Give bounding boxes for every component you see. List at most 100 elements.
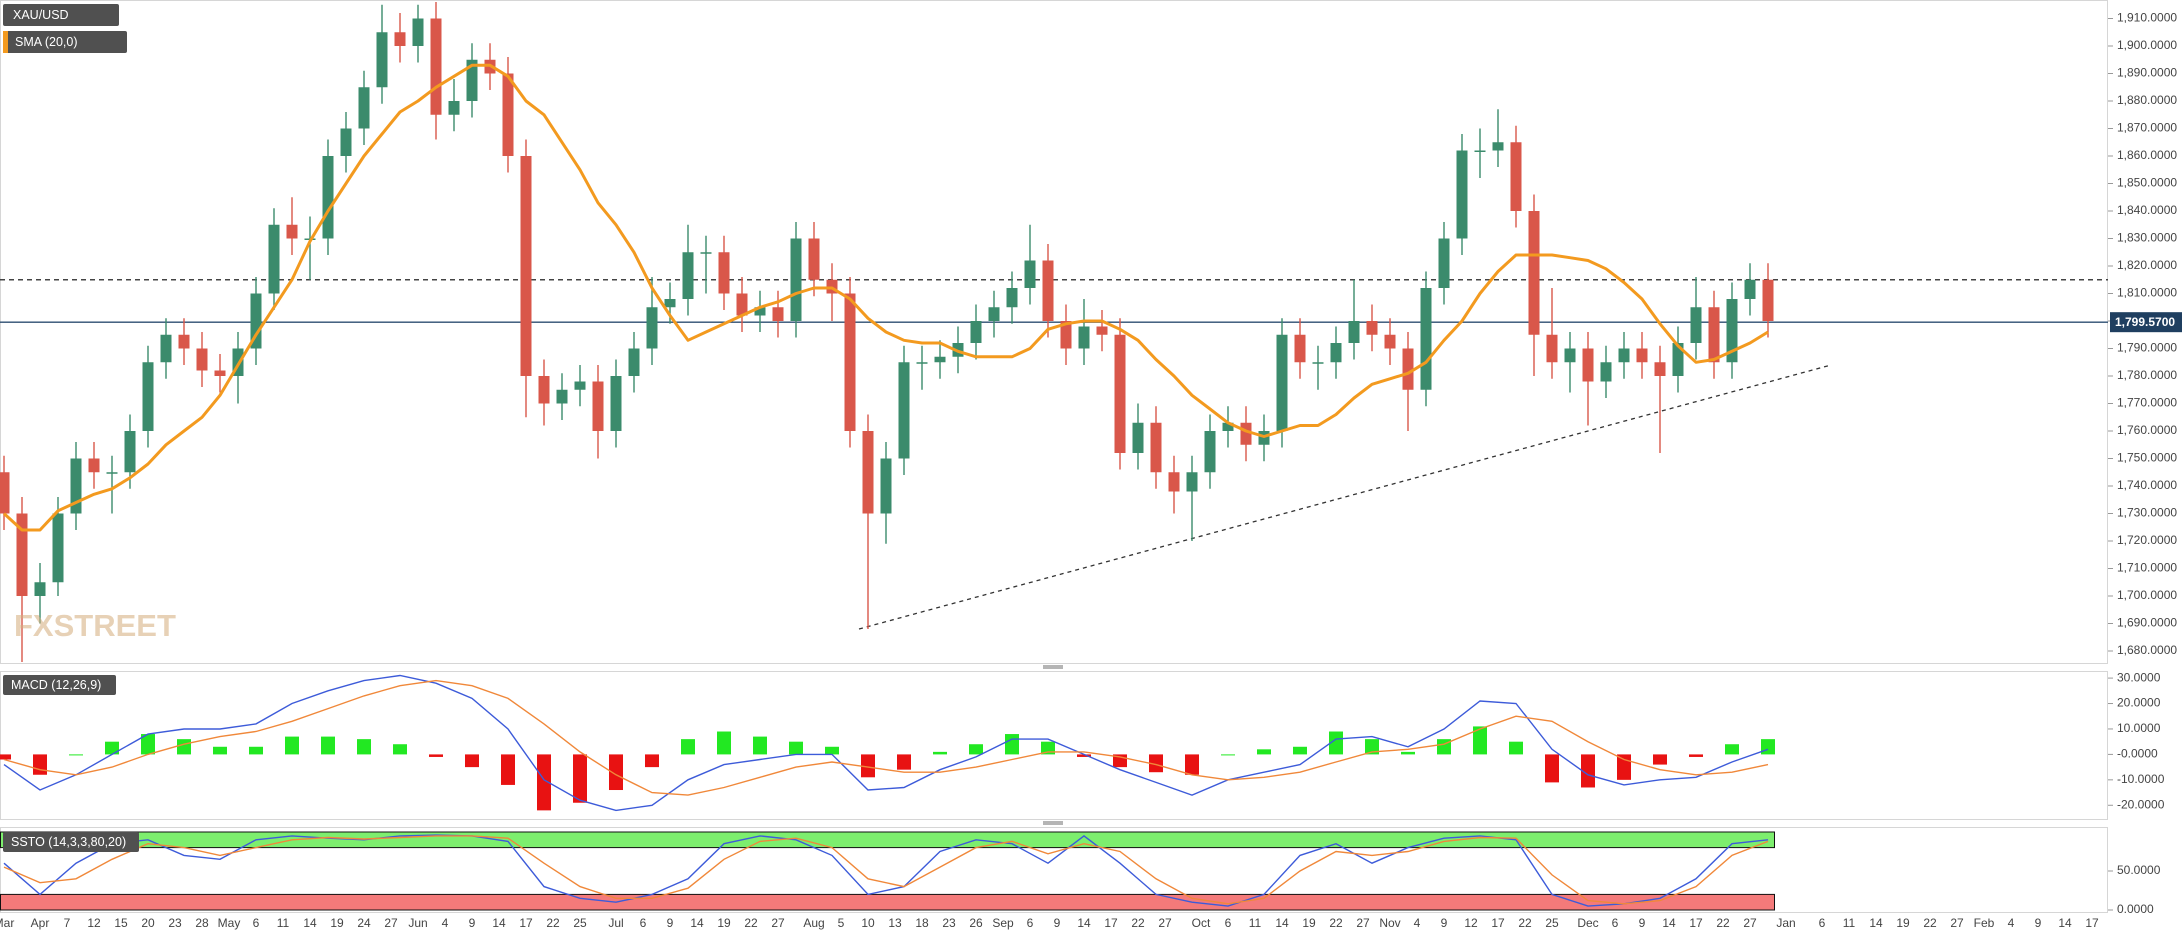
candle-body (430, 18, 442, 115)
panel-resize-handle[interactable] (1043, 665, 1063, 669)
y-tick-label: 50.0000 (2117, 863, 2161, 877)
x-tick-label: 18 (915, 916, 929, 930)
candle-body (214, 370, 226, 376)
candle-body (106, 472, 118, 474)
last-price-label: 1,799.5700 (2115, 315, 2175, 329)
indicator-label: MACD (12,26,9) (11, 678, 101, 692)
candle-body (808, 238, 820, 280)
candle-body (466, 59, 478, 101)
legend-box[interactable] (3, 4, 119, 26)
plot (0, 2, 2108, 911)
histogram-bar (1149, 754, 1163, 773)
candle-body (1222, 422, 1234, 431)
histogram-bar (1005, 734, 1019, 755)
candle-body (1024, 260, 1036, 288)
candle-body (1510, 142, 1522, 211)
y-tick-label: 1,790.0000 (2117, 341, 2177, 355)
histogram-bar (1473, 726, 1487, 755)
x-tick-label: 22 (1716, 916, 1730, 930)
x-tick-label: 17 (1689, 916, 1703, 930)
y-tick-label: 1,810.0000 (2117, 286, 2177, 300)
x-tick-label: 11 (1843, 916, 1856, 930)
x-tick-label: 14 (2058, 916, 2072, 930)
indicator-label-box[interactable] (3, 832, 139, 852)
stochastic-line (3, 835, 1769, 905)
histogram-bar (1365, 739, 1379, 755)
x-tick-label: 23 (168, 916, 182, 930)
y-tick-label: -10.0000 (2117, 772, 2165, 786)
candle-body (1438, 238, 1450, 288)
candle-body (1240, 422, 1252, 445)
x-tick-label: 25 (1545, 916, 1559, 930)
candle-body (34, 582, 46, 596)
x-tick-label: 17 (1491, 916, 1505, 930)
histogram-bar (789, 741, 803, 755)
x-tick-label: 19 (330, 916, 344, 930)
histogram-bar (1581, 754, 1595, 788)
legend: XAU/USD SMA (20,0) MACD (12,26,9) (3, 4, 127, 695)
stochastic-legend: SSTO (14,3,3,80,20) (3, 832, 139, 852)
x-tick-label: Mar (0, 916, 14, 930)
histogram-bar (1545, 754, 1559, 783)
x-tick-label: Feb (1974, 916, 1995, 930)
histogram-bar (609, 754, 623, 791)
y-tick-label: 1,700.0000 (2117, 588, 2177, 602)
x-tick-label: 22 (1329, 916, 1343, 930)
candle-body (970, 321, 982, 343)
candle-body (1528, 211, 1540, 335)
x-tick-label: 15 (114, 916, 128, 930)
candle-body (160, 334, 172, 363)
candle-body (1312, 362, 1324, 364)
x-tick-label: Jan (1776, 916, 1795, 930)
x-tick-label: 14 (492, 916, 506, 930)
y-tick-label: 1,830.0000 (2117, 231, 2177, 245)
candle-body (1366, 321, 1378, 335)
x-tick-label: Aug (803, 916, 824, 930)
histogram-bar (393, 744, 407, 755)
x-tick-label: 6 (1225, 916, 1232, 930)
x-tick-label: 27 (384, 916, 398, 930)
histogram-bar (969, 744, 983, 755)
histogram-bar (465, 754, 479, 768)
candle-body (1330, 343, 1342, 363)
x-tick-label: 9 (2035, 916, 2042, 930)
y-tick-label: 1,770.0000 (2117, 396, 2177, 410)
x-tick-label: 9 (469, 916, 476, 930)
candle-body (1546, 334, 1558, 363)
x-tick-label: 19 (1302, 916, 1316, 930)
candle-body (628, 348, 640, 376)
candle-body (1690, 307, 1702, 343)
candle-body (1744, 279, 1756, 299)
x-tick-label: 14 (1077, 916, 1091, 930)
candle-body (1402, 348, 1414, 390)
x-tick-label: 4 (2008, 916, 2015, 930)
histogram-bar (105, 741, 119, 755)
x-tick-label: 6 (1819, 916, 1826, 930)
indicator-label-box[interactable] (3, 675, 116, 695)
histogram-bar (1401, 751, 1415, 755)
x-tick-label: 27 (1356, 916, 1370, 930)
y-tick-label: 1,900.0000 (2117, 38, 2177, 52)
histogram-bar (33, 754, 47, 775)
histogram-bar (573, 754, 587, 803)
stochastic-panel (0, 827, 2108, 913)
candle-body (1726, 299, 1738, 363)
candle-body (574, 381, 586, 390)
x-tick-label: 12 (87, 916, 101, 930)
indicator-line (3, 679, 1769, 796)
x-tick-label: 11 (1249, 916, 1262, 930)
candle-body (934, 356, 946, 363)
candle-body (1564, 348, 1576, 363)
x-tick-label: 22 (1923, 916, 1937, 930)
legend-box[interactable] (3, 31, 127, 53)
x-tick-label: 4 (1414, 916, 1421, 930)
x-tick-label: 20 (141, 916, 155, 930)
candle-body (16, 513, 28, 596)
y-tick-label: 30.0000 (2117, 670, 2161, 684)
panel-resize-handle[interactable] (1043, 821, 1063, 825)
candle-body (1636, 348, 1648, 363)
candle-body (1042, 260, 1054, 321)
legend-label: SMA (20,0) (15, 35, 78, 49)
candle-body (1168, 472, 1180, 492)
